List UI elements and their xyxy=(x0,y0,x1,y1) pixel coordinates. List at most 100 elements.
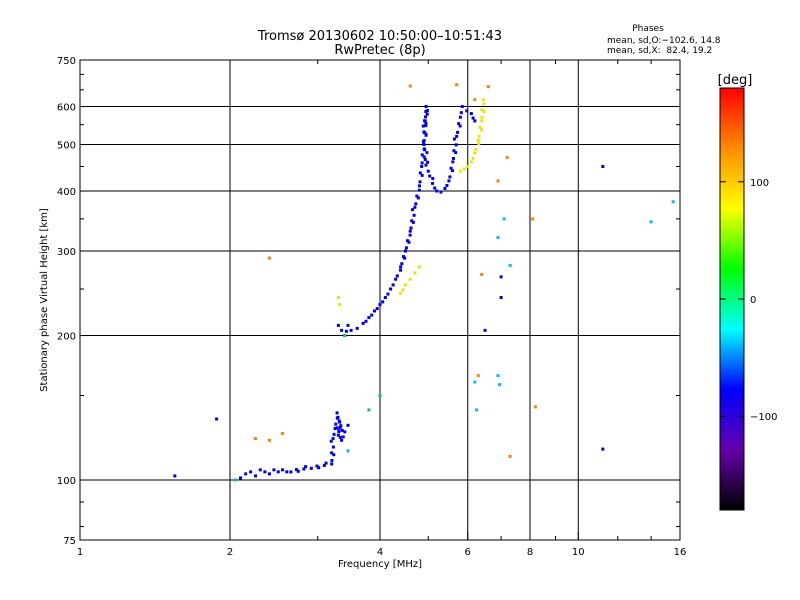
data-point xyxy=(276,470,280,474)
data-point xyxy=(426,160,430,164)
grid-lines xyxy=(80,60,680,540)
data-point xyxy=(408,84,412,88)
data-point xyxy=(448,175,452,179)
data-point xyxy=(336,323,340,327)
data-point xyxy=(426,169,430,173)
data-point xyxy=(414,202,418,206)
data-point xyxy=(337,430,341,434)
data-point xyxy=(458,115,462,119)
data-point xyxy=(408,277,412,281)
colorbar-tick-label: −100 xyxy=(750,412,777,423)
data-point xyxy=(462,167,466,171)
data-point xyxy=(338,303,342,307)
data-point xyxy=(452,137,456,141)
data-point xyxy=(460,105,464,109)
phase-stats-heading: Phases xyxy=(632,24,664,34)
data-point xyxy=(289,470,293,474)
data-point xyxy=(423,131,427,135)
data-point xyxy=(317,466,321,470)
data-point xyxy=(401,255,405,259)
data-point xyxy=(480,273,484,277)
data-point xyxy=(671,200,675,204)
data-point xyxy=(322,463,326,467)
chart-subtitle: RwPretec (8p) xyxy=(334,43,425,58)
colorbar-tick-label: 0 xyxy=(750,295,756,306)
data-point xyxy=(466,164,470,168)
data-point xyxy=(454,143,458,147)
data-point xyxy=(338,425,342,429)
data-point xyxy=(394,277,398,281)
data-point xyxy=(498,383,502,387)
data-point xyxy=(417,184,421,188)
data-point xyxy=(346,323,350,327)
data-point xyxy=(447,179,451,183)
data-point xyxy=(424,124,428,128)
data-point xyxy=(431,181,435,185)
data-point xyxy=(346,449,350,453)
y-tick-label: 600 xyxy=(57,103,76,114)
data-point xyxy=(473,119,477,123)
data-point xyxy=(459,111,463,115)
data-point xyxy=(428,174,432,178)
data-point xyxy=(389,287,393,291)
data-point xyxy=(473,380,477,384)
x-tick-label: 10 xyxy=(572,547,585,558)
data-point xyxy=(330,462,334,466)
data-point xyxy=(399,265,403,269)
data-point xyxy=(601,447,605,451)
data-point xyxy=(474,148,478,152)
data-point xyxy=(364,319,368,323)
data-point xyxy=(378,303,382,307)
data-point xyxy=(383,296,387,300)
data-point xyxy=(403,283,407,287)
data-point xyxy=(649,220,653,224)
data-point xyxy=(471,156,475,160)
data-point xyxy=(505,155,509,159)
data-point xyxy=(410,219,414,223)
data-point xyxy=(473,98,477,102)
data-point xyxy=(424,115,428,119)
data-point xyxy=(346,423,350,427)
data-point xyxy=(336,433,340,437)
y-axis-label: Stationary phase Virtual Height [km] xyxy=(39,208,50,392)
data-point xyxy=(424,110,428,114)
data-point xyxy=(324,461,328,465)
data-point xyxy=(331,437,335,441)
data-point xyxy=(416,196,420,200)
data-point xyxy=(449,166,453,170)
data-point xyxy=(408,233,412,237)
data-point xyxy=(480,115,484,119)
data-point xyxy=(477,142,481,146)
y-tick-label: 500 xyxy=(57,141,76,152)
data-point xyxy=(478,125,482,129)
phase-stats-x: mean, sd,X: 82.4, 19.2 xyxy=(607,46,712,56)
data-point xyxy=(486,85,490,89)
data-point xyxy=(338,420,342,424)
data-point xyxy=(281,432,285,436)
data-point xyxy=(411,220,415,224)
data-point xyxy=(373,309,377,313)
data-point xyxy=(601,164,605,168)
y-tick-label: 400 xyxy=(57,187,76,198)
data-point xyxy=(458,124,462,128)
data-point xyxy=(295,468,299,472)
data-point xyxy=(412,213,416,217)
data-point xyxy=(445,183,449,187)
data-point xyxy=(439,190,443,194)
data-point xyxy=(469,160,473,164)
data-point xyxy=(330,459,334,463)
data-point xyxy=(422,143,426,147)
data-point xyxy=(381,300,385,304)
data-point xyxy=(370,313,374,317)
data-point xyxy=(304,465,308,469)
phase-colorbar: [deg] 100 0 −100 xyxy=(718,73,777,511)
data-point xyxy=(403,249,407,253)
data-point xyxy=(340,428,344,432)
data-point xyxy=(341,435,345,439)
data-point xyxy=(473,151,477,155)
data-point xyxy=(420,161,424,165)
data-point xyxy=(413,205,417,209)
data-point xyxy=(533,405,537,409)
data-point xyxy=(425,109,429,113)
